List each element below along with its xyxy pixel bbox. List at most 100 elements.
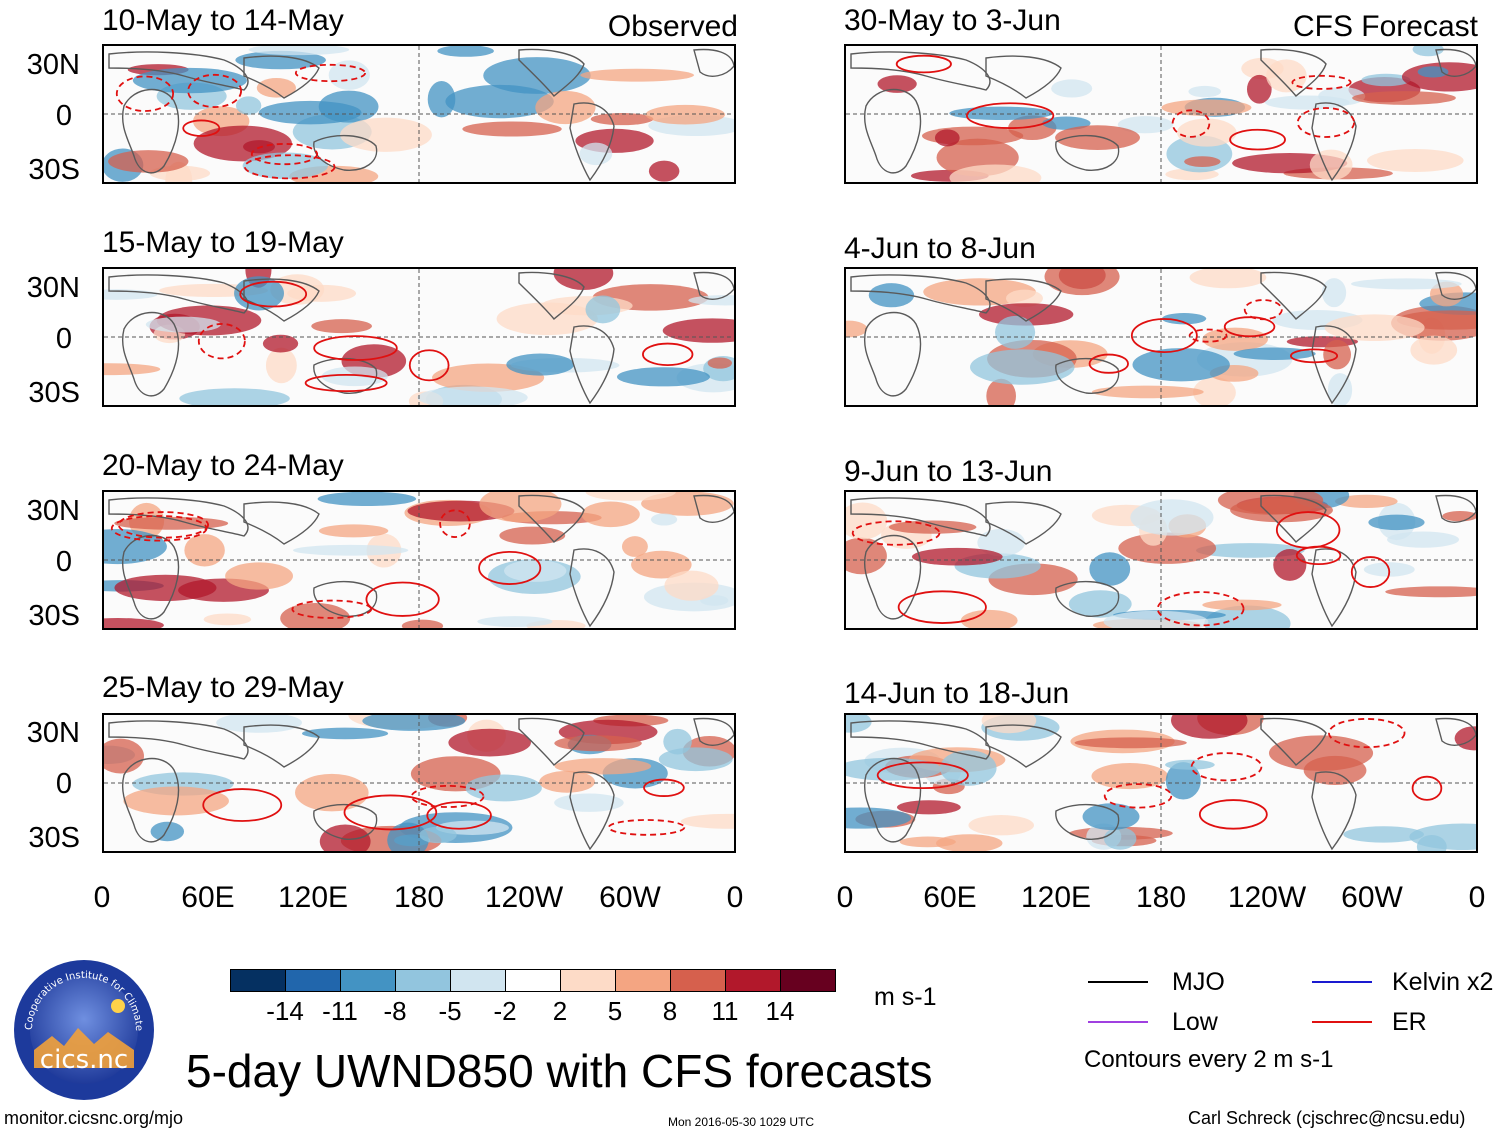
- er-contour: [1198, 799, 1268, 830]
- coastline: [518, 271, 585, 320]
- coastline: [850, 51, 991, 91]
- cfs-forecast-label: CFS Forecast: [1292, 10, 1478, 43]
- wind-anomaly-shading: [1117, 116, 1174, 134]
- lat-label-30s: 30S: [28, 600, 80, 632]
- wind-anomaly-shading: [621, 536, 648, 557]
- wind-anomaly-shading: [1005, 289, 1043, 307]
- coastline: [518, 48, 585, 97]
- er-contour: [202, 788, 283, 822]
- coastline: [864, 311, 922, 397]
- er-contour: [313, 335, 398, 361]
- wind-anomaly-shading: [1417, 66, 1449, 78]
- wind-anomaly-shading: [581, 501, 640, 528]
- colorbar-tick-label: -11: [322, 996, 358, 1026]
- colorbar-tick-label: 14: [765, 996, 795, 1026]
- lat-label-30n: 30N: [26, 49, 80, 81]
- wind-anomaly-shading: [258, 100, 362, 125]
- wind-anomaly-shading: [235, 96, 262, 115]
- er-contour: [478, 550, 542, 585]
- wind-anomaly-shading: [641, 492, 734, 516]
- wind-anomaly-shading: [104, 738, 144, 774]
- coastline: [1311, 771, 1357, 851]
- wind-anomaly-shading: [499, 526, 566, 545]
- wind-anomaly-shading: [1118, 532, 1217, 564]
- coastline: [108, 51, 249, 91]
- colorbar-swatch: [230, 969, 286, 992]
- coastline: [518, 717, 585, 766]
- wind-anomaly-shading: [949, 106, 1053, 120]
- wind-anomaly-shading: [292, 544, 409, 556]
- wind-anomaly-shading: [462, 121, 562, 137]
- colorbar-tick-label: 8: [662, 996, 678, 1026]
- er-contour: [1291, 74, 1352, 90]
- wind-anomaly-shading: [1165, 759, 1215, 770]
- coastline: [108, 274, 249, 314]
- wind-anomaly-shading: [648, 160, 680, 182]
- wind-anomaly-shading: [968, 815, 1034, 836]
- wind-anomaly-shading: [994, 315, 1036, 349]
- er-contour: [1328, 718, 1406, 749]
- wind-anomaly-shading: [539, 770, 596, 793]
- wind-anomaly-shading: [1368, 514, 1425, 531]
- footer-credit: Carl Schreck (cjschrec@ncsu.edu): [1188, 1108, 1466, 1128]
- coastline: [1311, 325, 1357, 405]
- wind-anomaly-shading: [1177, 118, 1237, 147]
- coastline: [313, 580, 378, 617]
- observed-label: Observed: [607, 10, 738, 43]
- wind-anomaly-shading: [535, 90, 596, 125]
- contours-note: Contours every 2 m s-1: [1084, 1046, 1334, 1073]
- map-panel-obs-2: [102, 267, 736, 407]
- coastline: [1260, 48, 1327, 97]
- coastline: [693, 48, 734, 77]
- coastline: [569, 548, 615, 628]
- colorbar-tick-label: 2: [552, 996, 568, 1026]
- er-contour: [1229, 128, 1286, 151]
- wind-anomaly-shading: [585, 295, 621, 324]
- legend-line-er: [1312, 1021, 1372, 1023]
- coastline: [850, 497, 991, 537]
- lon-label: 0: [726, 881, 744, 914]
- wind-anomaly-shading: [1324, 314, 1425, 341]
- map-panel-fcst-2: [844, 267, 1478, 407]
- er-contour: [110, 515, 208, 542]
- wind-anomaly-shading: [585, 492, 676, 501]
- er-contour: [1223, 316, 1276, 338]
- coastline: [122, 311, 180, 397]
- wind-anomaly-shading: [664, 570, 719, 601]
- coastline: [1311, 548, 1357, 628]
- wind-anomaly-shading: [448, 728, 531, 757]
- wind-anomaly-shading: [1165, 762, 1201, 800]
- lon-label: 60E: [181, 881, 235, 914]
- wind-anomaly-shading: [1193, 377, 1236, 405]
- logo-text: cics.nc: [40, 1045, 128, 1075]
- coastline: [122, 757, 180, 843]
- wind-anomaly-shading: [645, 104, 726, 125]
- footer-url: monitor.cicsnc.org/mjo: [4, 1108, 184, 1128]
- wind-anomaly-shading: [1089, 552, 1131, 586]
- wind-anomaly-shading: [579, 142, 613, 166]
- coastline: [864, 88, 922, 174]
- lon-label: 120E: [277, 881, 349, 914]
- wind-anomaly-shading: [216, 715, 302, 733]
- wind-anomaly-shading: [108, 150, 189, 173]
- wind-anomaly-shading: [846, 807, 912, 829]
- wind-anomaly-shading: [846, 537, 887, 575]
- wind-anomaly-shading: [1335, 494, 1398, 508]
- wind-anomaly-shading: [662, 318, 734, 343]
- lon-label: 120W: [484, 881, 564, 914]
- coastline: [985, 501, 1062, 545]
- coastline: [313, 803, 378, 840]
- er-contour: [1103, 783, 1173, 809]
- colorbar-tick-label: -8: [383, 996, 407, 1026]
- uwnd-map: [846, 715, 1476, 851]
- colorbar-swatch: [505, 969, 561, 992]
- coastline: [518, 494, 585, 543]
- coastline: [985, 55, 1062, 99]
- wind-anomaly-shading: [104, 363, 161, 376]
- wind-anomaly-shading: [301, 727, 389, 740]
- uwnd-map: [104, 492, 734, 628]
- er-contour: [897, 590, 987, 624]
- wind-anomaly-shading: [896, 800, 961, 815]
- coastline: [1260, 271, 1327, 320]
- legend-label-mjo: MJO: [1172, 968, 1225, 996]
